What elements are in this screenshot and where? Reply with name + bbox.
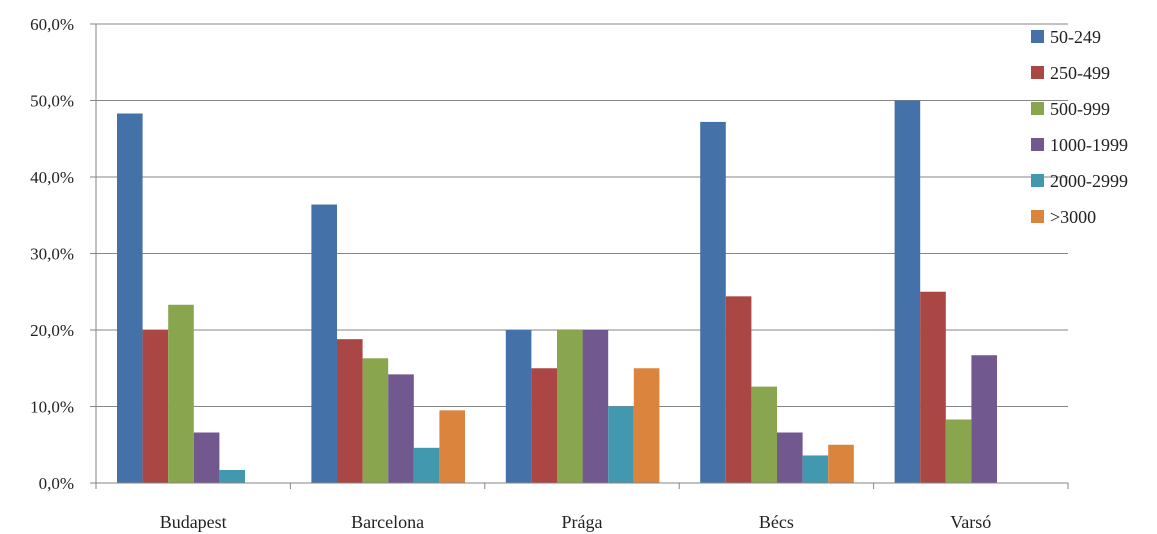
legend-label: >3000 [1050, 207, 1096, 227]
legend-label: 50-249 [1050, 27, 1101, 47]
bar-barcelona-3 [388, 374, 414, 483]
legend-swatch [1031, 102, 1044, 115]
bar-bécs-3 [777, 432, 803, 483]
bar-budapest-0 [117, 113, 143, 483]
y-tick-label: 0,0% [39, 474, 74, 493]
bar-varsó-1 [920, 291, 946, 483]
bar-budapest-1 [142, 330, 169, 483]
bar-prága-0 [505, 330, 532, 483]
axes [95, 24, 1068, 484]
x-category-labels: Budapest Barcelona Prága Bécs Varsó [95, 483, 1069, 532]
y-tick-labels: 0,0% 10,0% 20,0% 30,0% 40,0% 50,0% 60,0% [30, 15, 74, 493]
legend-swatch [1031, 138, 1044, 151]
bar-budapest-2 [168, 304, 194, 483]
legend-label: 2000-2999 [1050, 171, 1128, 191]
x-category-label: Barcelona [351, 512, 424, 532]
legend-swatch [1031, 174, 1044, 187]
bar-barcelona-1 [337, 339, 363, 483]
bar-prága-4 [608, 406, 634, 483]
bar-budapest-3 [193, 432, 220, 483]
y-tick-label: 40,0% [30, 168, 74, 187]
bar-bécs-0 [700, 121, 726, 484]
legend: 50-249 250-499 500-999 1000-1999 2000-2999 >3… [1031, 27, 1128, 227]
legend-swatch [1031, 210, 1044, 223]
bar-budapest-4 [219, 469, 245, 483]
y-tick-label: 10,0% [30, 398, 74, 417]
bar-bécs-2 [751, 386, 777, 483]
bar-bécs-1 [725, 296, 752, 483]
bars [117, 100, 997, 484]
bar-prága-3 [582, 330, 609, 483]
legend-swatch [1031, 30, 1044, 43]
x-category-label: Budapest [160, 512, 227, 532]
x-category-label: Varsó [950, 512, 991, 532]
y-tick-label: 30,0% [30, 245, 74, 264]
bar-prága-1 [531, 368, 557, 483]
bar-bécs-5 [828, 444, 854, 483]
bar-barcelona-5 [439, 410, 465, 483]
y-tick-label: 20,0% [30, 321, 74, 340]
bar-varsó-0 [894, 100, 921, 483]
y-tick-label: 50,0% [30, 92, 74, 111]
legend-label: 250-499 [1050, 63, 1110, 83]
bar-varsó-2 [945, 419, 972, 483]
bar-barcelona-4 [413, 447, 440, 483]
bar-bécs-4 [802, 455, 829, 483]
bar-varsó-3 [971, 355, 997, 483]
bar-barcelona-0 [311, 204, 337, 484]
x-category-label: Prága [562, 512, 603, 532]
x-category-label: Bécs [759, 512, 794, 532]
bar-barcelona-2 [362, 358, 389, 483]
legend-label: 1000-1999 [1050, 135, 1128, 155]
bar-prága-2 [557, 330, 583, 483]
legend-label: 500-999 [1050, 99, 1110, 119]
legend-swatch [1031, 66, 1044, 79]
bar-prága-5 [633, 368, 660, 483]
y-tick-label: 60,0% [30, 15, 74, 34]
